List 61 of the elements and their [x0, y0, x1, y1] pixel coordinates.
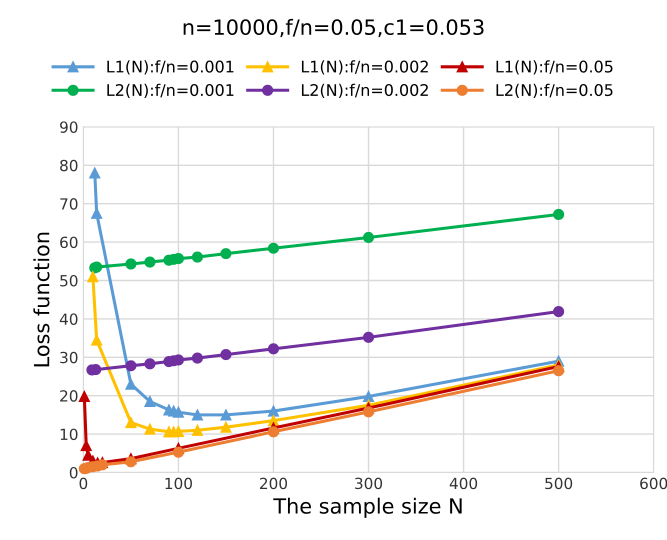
point — [89, 167, 100, 179]
point — [220, 409, 232, 420]
point — [144, 358, 156, 370]
point — [144, 424, 156, 435]
y-tick-label: 80 — [60, 160, 78, 172]
x-tick-label: 300 — [355, 478, 382, 490]
point — [553, 365, 564, 376]
y-tick-label: 10 — [60, 428, 78, 440]
y-tick-label: 0 — [70, 466, 78, 479]
point — [144, 256, 156, 268]
point — [362, 406, 374, 418]
y-tick-label: 70 — [60, 198, 78, 210]
point — [553, 306, 564, 318]
legend-label: L2(N):f/n=0.05 — [496, 84, 612, 98]
point — [91, 334, 102, 346]
y-tick-label: 20 — [60, 390, 78, 402]
x-tick-label: 0 — [80, 478, 88, 490]
point — [220, 248, 232, 260]
y-axis-title: Loss function — [33, 232, 50, 366]
point — [125, 258, 136, 270]
legend-label: L2(N):f/n=0.001 — [107, 84, 234, 98]
point — [268, 343, 280, 354]
point — [192, 424, 203, 436]
point — [362, 390, 374, 402]
point — [172, 446, 184, 458]
legend-label: L1(N):f/n=0.002 — [302, 60, 428, 75]
point — [220, 349, 232, 360]
chart-title: n=10000,f/n=0.05,c1=0.053 — [184, 18, 484, 38]
point — [268, 242, 280, 254]
point — [125, 456, 136, 468]
point — [172, 406, 184, 418]
point — [78, 390, 90, 402]
point — [220, 422, 232, 433]
point — [192, 352, 203, 364]
y-tick-label: 50 — [60, 274, 78, 287]
y-tick-label: 90 — [60, 121, 78, 133]
point — [268, 406, 280, 417]
legend-label: L2(N):f/n=0.002 — [302, 84, 428, 98]
point — [125, 378, 136, 390]
point — [362, 332, 374, 343]
y-tick-label: 40 — [60, 313, 78, 325]
x-tick-label: 600 — [640, 478, 667, 490]
legend-label: L1(N):f/n=0.05 — [496, 60, 612, 75]
x-tick-label: 500 — [545, 478, 572, 490]
x-tick-label: 200 — [260, 478, 288, 490]
legend-label: L1(N):f/n=0.001 — [107, 60, 234, 75]
point — [125, 360, 136, 372]
point — [268, 426, 280, 438]
point — [553, 208, 564, 220]
y-tick-label: 60 — [60, 236, 78, 248]
x-tick-label: 100 — [166, 478, 192, 490]
point — [192, 409, 203, 420]
x-tick-label: 400 — [450, 478, 478, 490]
point — [87, 271, 98, 282]
point — [80, 440, 92, 452]
y-tick-label: 30 — [60, 352, 78, 364]
x-axis-title: The sample size N — [273, 498, 462, 518]
point — [125, 417, 136, 428]
point — [192, 252, 203, 263]
point — [362, 232, 374, 244]
point — [144, 396, 156, 408]
